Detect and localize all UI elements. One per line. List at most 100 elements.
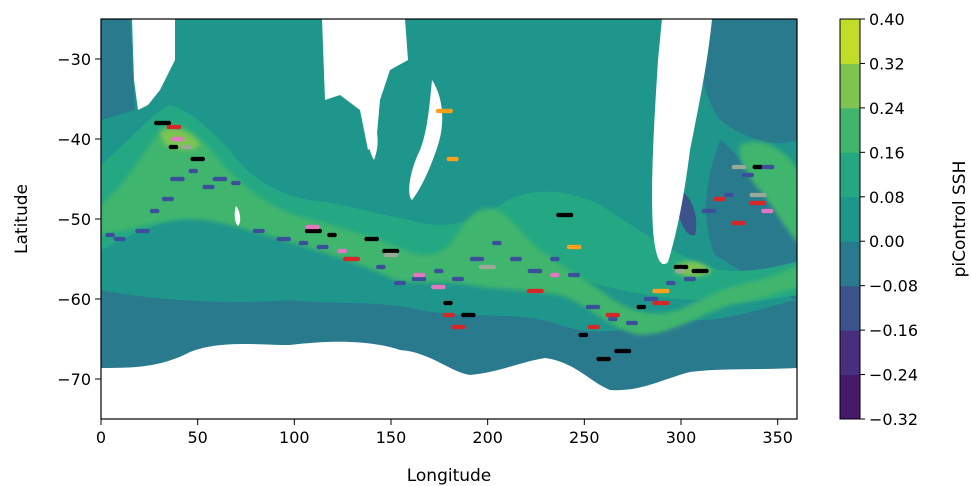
eddy-track-point bbox=[595, 304, 601, 310]
eddy-track-segment bbox=[443, 300, 453, 306]
eddy-track-point bbox=[145, 228, 150, 234]
eddy-track-point bbox=[154, 208, 160, 214]
eddy-track-point bbox=[741, 220, 746, 226]
x-axis: 0 50 100 150 200 250 300 350 bbox=[96, 419, 793, 447]
eddy-track-point bbox=[583, 332, 589, 338]
eddy-track-point bbox=[471, 312, 476, 318]
eddy-track-point bbox=[394, 248, 400, 254]
eddy-track-point bbox=[555, 272, 560, 278]
colorbar-tick-label: −0.24 bbox=[869, 366, 918, 385]
eddy-track-segment bbox=[643, 296, 659, 302]
eddy-track-segment bbox=[431, 284, 446, 290]
eddy-track-segment bbox=[442, 312, 455, 318]
eddy-track-point bbox=[187, 144, 192, 150]
eddy-track-segment bbox=[149, 208, 160, 214]
low-ssh-region-northeast bbox=[690, 19, 797, 144]
colorbar-segment bbox=[840, 285, 860, 331]
eddy-track-point bbox=[303, 240, 309, 246]
land-kerguelen bbox=[234, 206, 241, 226]
eddy-track-point bbox=[664, 300, 670, 306]
eddy-track-segment bbox=[701, 208, 717, 214]
colorbar-frame bbox=[839, 18, 861, 420]
eddy-track-segment bbox=[509, 256, 522, 262]
y-tick-label: −40 bbox=[57, 130, 91, 149]
eddy-track-segment bbox=[749, 192, 767, 198]
eddy-track-point bbox=[691, 276, 696, 282]
y-axis-label: Latitude bbox=[12, 184, 32, 254]
eddy-track-point bbox=[401, 280, 406, 286]
colorbar-tick-label: 0.40 bbox=[869, 10, 905, 29]
eddy-track-point bbox=[381, 264, 386, 270]
eddy-track-segment bbox=[749, 200, 767, 206]
eddy-track-segment bbox=[550, 256, 560, 262]
eddy-track-point bbox=[749, 172, 754, 178]
eddy-track-point bbox=[173, 144, 179, 150]
eddy-track-segment bbox=[382, 248, 400, 254]
eddy-track-point bbox=[200, 156, 205, 162]
eddy-track-point bbox=[393, 252, 399, 258]
eddy-track-point bbox=[121, 236, 126, 242]
eddy-track-point bbox=[110, 232, 115, 238]
eddy-track-point bbox=[641, 304, 647, 310]
y-tick-label: −50 bbox=[57, 210, 91, 229]
colorbar-tick-label: −0.08 bbox=[869, 277, 918, 296]
eddy-track-point bbox=[180, 176, 185, 182]
eddy-track-segment bbox=[567, 272, 580, 278]
eddy-track-point bbox=[680, 268, 685, 274]
land-australia bbox=[322, 19, 408, 150]
y-tick-label: −30 bbox=[57, 50, 91, 69]
eddy-track-segment bbox=[691, 268, 709, 274]
eddy-track-segment bbox=[304, 228, 322, 234]
eddy-track-point bbox=[671, 280, 676, 286]
eddy-track-point bbox=[741, 164, 747, 170]
x-tick-label: 100 bbox=[279, 428, 310, 447]
colorbar-segment bbox=[840, 152, 860, 198]
land-africa bbox=[132, 19, 175, 110]
eddy-track-point bbox=[757, 164, 763, 170]
eddy-track-segment bbox=[652, 288, 670, 294]
land-new-zealand bbox=[409, 80, 443, 200]
x-tick-label: 200 bbox=[472, 428, 503, 447]
x-tick-label: 150 bbox=[376, 428, 407, 447]
eddy-track-point bbox=[769, 164, 775, 170]
eddy-track-point bbox=[342, 248, 347, 254]
x-tick-label: 0 bbox=[96, 428, 106, 447]
eddy-track-segment bbox=[202, 184, 215, 190]
front-band-outer bbox=[101, 105, 797, 302]
x-tick-label: 350 bbox=[762, 428, 793, 447]
eddy-track-segment bbox=[527, 268, 543, 274]
colorbar-tick-label: 0.16 bbox=[869, 143, 905, 162]
eddy-track-segment bbox=[605, 312, 621, 318]
x-axis-label: Longitude bbox=[407, 466, 492, 486]
eddy-track-segment bbox=[364, 236, 379, 242]
eddy-track-segment bbox=[413, 272, 426, 278]
eddy-track-segment bbox=[526, 288, 544, 294]
eddy-track-point bbox=[420, 272, 426, 278]
eddy-track-segment bbox=[411, 276, 427, 282]
eddy-track-segment bbox=[492, 240, 502, 246]
eddy-track-point bbox=[450, 312, 455, 318]
eddy-tracks bbox=[105, 108, 775, 362]
eddy-track-point bbox=[704, 268, 709, 274]
eddy-track-segment bbox=[614, 348, 632, 354]
eddy-track-segment bbox=[731, 220, 746, 226]
eddy-track-segment bbox=[446, 156, 459, 162]
eddy-track-segment bbox=[566, 244, 582, 250]
eddy-track-segment bbox=[166, 124, 182, 130]
colorbar-tick-label: −0.32 bbox=[869, 410, 918, 429]
eddy-track-point bbox=[576, 244, 582, 250]
eddy-track-segment bbox=[105, 232, 115, 238]
eddy-track-point bbox=[441, 284, 446, 290]
eddy-track-point bbox=[568, 212, 574, 218]
x-tick-label: 50 bbox=[187, 428, 207, 447]
colorbar-tick-label: 0.32 bbox=[869, 54, 905, 73]
eddy-track-point bbox=[711, 208, 717, 214]
eddy-track-point bbox=[613, 316, 618, 322]
land-south-america-tip bbox=[652, 19, 712, 265]
colorbar-segment bbox=[840, 196, 860, 242]
eddy-track-point bbox=[575, 272, 580, 278]
eddy-track-point bbox=[260, 228, 265, 234]
eddy-track-segment bbox=[252, 228, 265, 234]
eddy-track-segment bbox=[585, 304, 601, 310]
eddy-track-point bbox=[459, 276, 464, 282]
